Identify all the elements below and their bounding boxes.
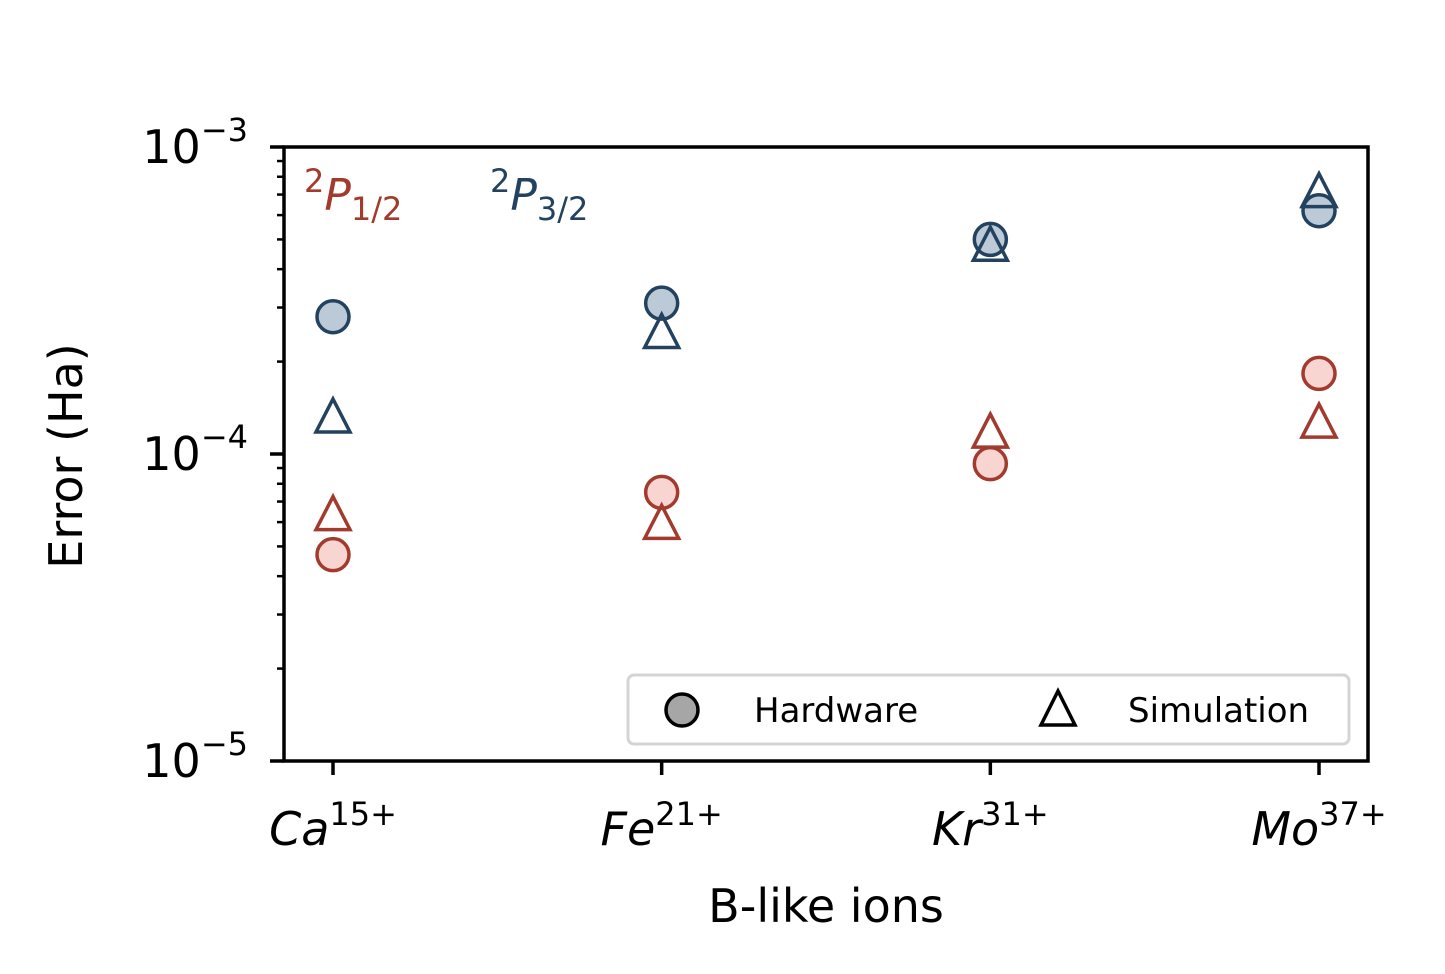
state-label-p3-2: 2P3/2 bbox=[490, 162, 588, 228]
legend-box bbox=[626, 673, 1351, 746]
simulation-point bbox=[641, 501, 682, 541]
legend-label-simulation: Simulation bbox=[1128, 691, 1309, 731]
plot-frame bbox=[282, 145, 1370, 763]
x-tick-label: Kr31+ bbox=[932, 795, 1049, 856]
y-tick-label: 10−5 bbox=[142, 725, 248, 788]
x-axis-title: B-like ions bbox=[708, 879, 944, 933]
hardware-point bbox=[972, 221, 1009, 258]
legend-circle-marker bbox=[664, 692, 700, 728]
x-tick-label: Fe21+ bbox=[601, 795, 723, 856]
legend: Hardware Simulation bbox=[626, 673, 1351, 746]
y-axis-title: Error (Ha) bbox=[39, 343, 93, 568]
simulation-point bbox=[1299, 169, 1339, 209]
legend-label-hardware: Hardware bbox=[754, 691, 918, 731]
simulation-point bbox=[313, 492, 353, 532]
simulation-point bbox=[970, 410, 1011, 449]
legend-triangle-marker bbox=[1038, 687, 1078, 727]
x-tick-label: Ca15+ bbox=[269, 795, 397, 856]
hardware-point bbox=[972, 445, 1009, 482]
data-markers bbox=[313, 169, 1339, 573]
hardware-point bbox=[315, 298, 351, 335]
hardware-point bbox=[643, 285, 680, 321]
x-tick-label: Mo37+ bbox=[1251, 795, 1386, 856]
hardware-point bbox=[315, 536, 351, 573]
state-label-p1-2: 2P1/2 bbox=[304, 162, 402, 228]
simulation-point bbox=[313, 395, 353, 434]
y-tick-label: 10−4 bbox=[142, 418, 248, 481]
simulation-point bbox=[1299, 400, 1339, 439]
simulation-point bbox=[970, 223, 1011, 263]
y-tick-label: 10−3 bbox=[142, 111, 248, 174]
y-axis-ticks: 10−3 10−4 10−5 bbox=[142, 111, 284, 788]
simulation-point bbox=[641, 310, 682, 350]
hardware-point bbox=[1301, 355, 1337, 392]
hardware-point bbox=[1301, 192, 1337, 229]
x-axis-ticks: Ca15+ Fe21+ Kr31+ Mo37+ bbox=[269, 761, 1387, 856]
